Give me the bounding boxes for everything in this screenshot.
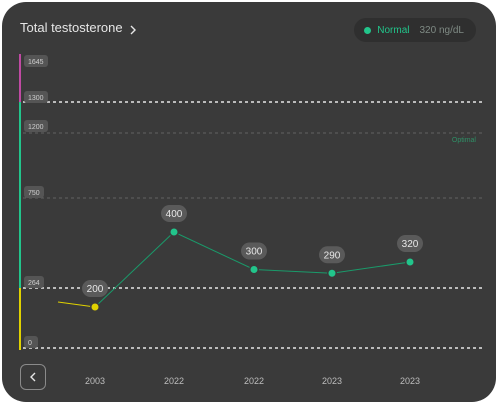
- x-tick-label: 2023: [400, 376, 420, 386]
- testosterone-card: Total testosterone Normal 320 ng/dL 1645…: [2, 2, 496, 402]
- y-tick-0: 0: [24, 336, 38, 348]
- y-tick-750: 750: [24, 186, 44, 198]
- value-label-bubble: [82, 280, 108, 297]
- title-text: Total testosterone: [20, 20, 123, 35]
- y-tick-1645: 1645: [24, 55, 48, 67]
- value-label-bubble: [319, 246, 345, 264]
- value-label: 290: [324, 250, 341, 261]
- svg-text:1645: 1645: [28, 59, 44, 66]
- data-point[interactable]: [91, 303, 99, 311]
- svg-text:750: 750: [28, 190, 40, 197]
- value-label: 400: [166, 209, 183, 220]
- status-value: 320 ng/dL: [419, 24, 465, 36]
- y-tick-1300: 1300: [24, 91, 48, 103]
- high-range-bar: [19, 54, 21, 102]
- series-lead-in: [57, 301, 96, 308]
- x-tick-label: 2023: [322, 376, 342, 386]
- data-point[interactable]: [328, 269, 336, 277]
- data-point[interactable]: [170, 228, 178, 236]
- series-group: 200 2003 400 2022 300 2022 290 2023 320 2023: [57, 205, 423, 386]
- y-tick-264: 264: [24, 276, 44, 288]
- y-tick-1200: 1200: [24, 120, 48, 132]
- status-label: Normal: [377, 24, 410, 36]
- value-label: 200: [87, 284, 104, 295]
- x-tick-label: 2022: [164, 376, 184, 386]
- chevron-right-icon: [129, 23, 137, 34]
- status-dot: [364, 26, 372, 34]
- value-label-bubble: [241, 242, 267, 260]
- value-label-bubble: [161, 205, 187, 222]
- normal-range-bar: [19, 102, 21, 288]
- svg-text:0: 0: [28, 340, 32, 347]
- svg-text:1200: 1200: [28, 124, 44, 131]
- chevron-left-icon: [30, 372, 36, 382]
- low-range-bar: [19, 288, 21, 350]
- value-label-bubble: [397, 235, 423, 252]
- value-label: 320: [402, 239, 419, 250]
- svg-text:1300: 1300: [28, 95, 44, 102]
- x-tick-label: 2003: [85, 376, 105, 386]
- status-pill: Normal 320 ng/dL: [354, 18, 476, 42]
- x-tick-label: 2022: [244, 376, 264, 386]
- zone-label: Optimal: [452, 137, 477, 144]
- svg-text:264: 264: [28, 280, 40, 287]
- biomarker-title[interactable]: Total testosterone: [20, 20, 137, 35]
- trend-chart: 1645 1300 1200 750 264 0 Optimal 200 2003…: [19, 54, 482, 386]
- data-point[interactable]: [406, 258, 414, 266]
- back-button[interactable]: [20, 364, 46, 390]
- data-point[interactable]: [250, 266, 258, 273]
- value-label: 300: [246, 247, 263, 258]
